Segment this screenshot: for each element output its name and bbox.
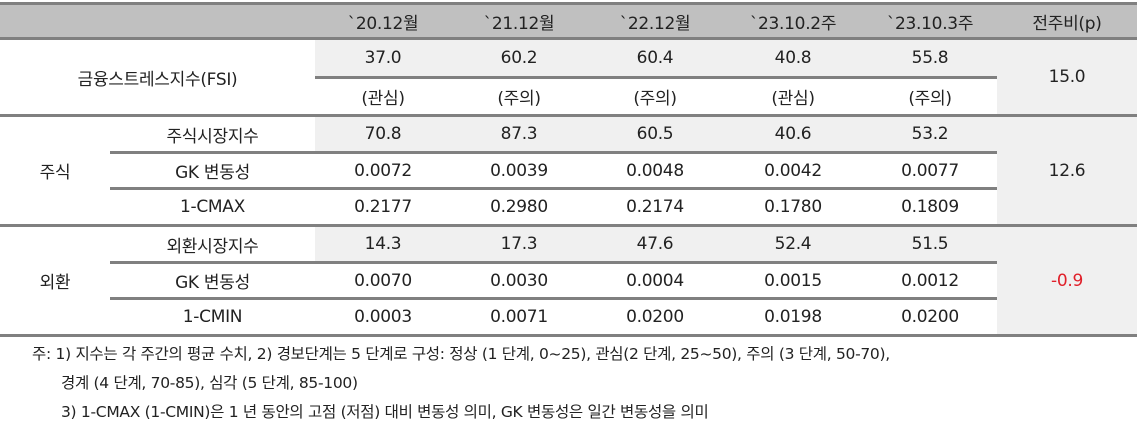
stock-cell: 0.0042 bbox=[764, 160, 822, 181]
stock-cell: 0.2980 bbox=[490, 197, 548, 217]
stock-cell: 0.0039 bbox=[490, 160, 548, 181]
fx-row-label: GK 변동성 bbox=[175, 273, 250, 293]
fx-cell: 17.3 bbox=[500, 234, 538, 254]
fx-index-bg bbox=[315, 227, 997, 261]
fx-change: -0.9 bbox=[997, 227, 1137, 334]
stock-cell: 0.2174 bbox=[626, 197, 684, 217]
divider bbox=[110, 261, 997, 264]
stock-row-label: 1-CMAX bbox=[180, 197, 245, 217]
divider bbox=[0, 334, 1137, 337]
fx-block: 외환 외환시장지수 14.3 17.3 47.6 52.4 51.5 GK 변동… bbox=[0, 227, 1137, 334]
fx-cell: 0.0071 bbox=[490, 307, 548, 327]
stock-cell: 0.0072 bbox=[354, 160, 412, 181]
stock-row-label: GK 변동성 bbox=[175, 163, 250, 183]
footnote-line-2: 경계 (4 단계, 70-85), 심각 (5 단계, 85-100) bbox=[61, 374, 358, 392]
stock-cell: 0.1809 bbox=[901, 197, 959, 217]
stock-cell: 0.0077 bbox=[901, 160, 959, 181]
fx-cell: 14.3 bbox=[364, 234, 402, 254]
fsi-level: (주의) bbox=[908, 89, 952, 109]
stock-cell: 70.8 bbox=[364, 124, 402, 144]
stock-block: 주식 주식시장지수 70.8 87.3 60.5 40.6 53.2 GK 변동… bbox=[0, 117, 1137, 224]
fsi-value: 60.2 bbox=[500, 48, 538, 68]
fx-cell: 0.0070 bbox=[354, 270, 412, 291]
header-col-2212: `22.12월 bbox=[619, 13, 691, 34]
fx-cell: 0.0030 bbox=[490, 270, 548, 291]
fx-cell: 47.6 bbox=[636, 234, 674, 254]
fsi-value: 40.8 bbox=[774, 48, 812, 68]
stock-group-label: 주식 bbox=[39, 163, 71, 183]
fsi-level: (관심) bbox=[771, 89, 815, 109]
fsi-level: (주의) bbox=[497, 89, 541, 109]
stock-index-bg bbox=[315, 117, 997, 151]
header-col-change: 전주비(p) bbox=[1032, 13, 1102, 34]
fx-group-label: 외환 bbox=[39, 273, 71, 293]
stock-cell: 40.6 bbox=[774, 124, 812, 144]
fx-cell: 0.0200 bbox=[626, 307, 684, 327]
header-col-2310w3: `23.10.3주 bbox=[886, 13, 974, 34]
stock-cell: 53.2 bbox=[911, 124, 949, 144]
divider bbox=[110, 187, 997, 190]
fx-cell: 52.4 bbox=[774, 234, 812, 254]
header-col-2012: `20.12월 bbox=[347, 13, 419, 34]
fsi-value: 60.4 bbox=[636, 48, 674, 68]
stock-cell: 87.3 bbox=[500, 124, 538, 144]
divider bbox=[0, 224, 1137, 227]
stock-cell: 0.1780 bbox=[764, 197, 822, 217]
header-col-2310w2: `23.10.2주 bbox=[749, 13, 837, 34]
fsi-value: 37.0 bbox=[364, 48, 402, 68]
fx-cell: 0.0003 bbox=[354, 307, 412, 327]
fx-row-label: 1-CMIN bbox=[182, 307, 243, 327]
fsi-level: (주의) bbox=[633, 89, 677, 109]
table-header: `20.12월 `21.12월 `22.12월 `23.10.2주 `23.10… bbox=[0, 2, 1137, 40]
stock-change: 12.6 bbox=[997, 117, 1137, 224]
stock-cell: 60.5 bbox=[636, 124, 674, 144]
fsi-change: 15.0 bbox=[997, 40, 1137, 114]
stock-cell: 0.2177 bbox=[354, 197, 412, 217]
fx-cell: 0.0004 bbox=[626, 270, 684, 291]
divider bbox=[315, 76, 997, 79]
fsi-label: 금융스트레스지수(FSI) bbox=[77, 69, 238, 90]
footnote-line-1: 주: 1) 지수는 각 주간의 평균 수치, 2) 경보단계는 5 단계로 구성… bbox=[32, 345, 890, 363]
divider bbox=[110, 151, 997, 154]
stock-cell: 0.0048 bbox=[626, 160, 684, 181]
fx-cell: 51.5 bbox=[911, 234, 949, 254]
fsi-values-bg bbox=[315, 40, 997, 76]
fsi-block: 금융스트레스지수(FSI) 37.0 60.2 60.4 40.8 55.8 (… bbox=[0, 40, 1137, 114]
fx-cell: 0.0012 bbox=[901, 270, 959, 291]
divider bbox=[0, 114, 1137, 117]
stock-row-label: 주식시장지수 bbox=[166, 126, 259, 147]
fx-cell: 0.0198 bbox=[764, 307, 822, 327]
fsi-level: (관심) bbox=[361, 89, 405, 109]
footnotes: 주: 1) 지수는 각 주간의 평균 수치, 2) 경보단계는 5 단계로 구성… bbox=[32, 340, 890, 427]
divider bbox=[110, 297, 997, 300]
fsi-value: 55.8 bbox=[911, 48, 949, 68]
footnote-line-3: 3) 1-CMAX (1-CMIN)은 1 년 동안의 고점 (저점) 대비 변… bbox=[61, 403, 709, 421]
header-col-2112: `21.12월 bbox=[483, 13, 555, 34]
fx-cell: 0.0015 bbox=[764, 270, 822, 291]
fx-row-label: 외환시장지수 bbox=[166, 236, 259, 257]
fx-cell: 0.0200 bbox=[901, 307, 959, 327]
